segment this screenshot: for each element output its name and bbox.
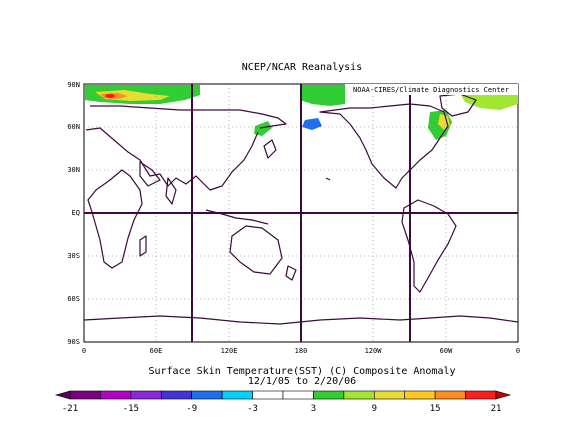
lat-label: 90N xyxy=(67,81,80,89)
colorbar-label: 9 xyxy=(372,404,377,414)
credit-text: NOAA-CIRES/Climate Diagnostics Center xyxy=(353,86,509,94)
colorbar-segment xyxy=(130,390,162,400)
coast-arabia xyxy=(139,161,161,187)
anomaly-patch-siberia-peak xyxy=(105,93,115,99)
coast-eurasia-north xyxy=(90,105,287,129)
colorbar-label: 21 xyxy=(491,404,502,414)
lat-label: 60S xyxy=(67,295,80,303)
colorbar-segment xyxy=(404,390,436,400)
lat-label: 60N xyxy=(67,123,80,131)
lon-label: 60W xyxy=(440,347,453,355)
lon-label: 0 xyxy=(516,347,520,355)
lon-label: 120W xyxy=(365,347,383,355)
coast-madagascar xyxy=(139,235,147,257)
colorbar-labels: -21 -15 -9 -3 3 9 15 21 xyxy=(62,404,502,414)
colorbar-label: -3 xyxy=(247,404,258,414)
colorbar-segment xyxy=(313,390,345,400)
colorbar-segment xyxy=(100,390,132,400)
coast-south-america xyxy=(401,199,457,293)
colorbar-label: -21 xyxy=(62,404,78,414)
coast-india xyxy=(165,177,177,205)
lon-label: 120E xyxy=(221,347,238,355)
lon-label: 0 xyxy=(82,347,86,355)
colorbar-segment xyxy=(69,390,101,400)
colorbar-arrow-low xyxy=(54,390,71,400)
coast-indonesia xyxy=(205,209,269,225)
colorbar-segment xyxy=(434,390,466,400)
lat-label: EQ xyxy=(72,209,80,217)
coastlines xyxy=(83,93,519,325)
lon-label: 60E xyxy=(150,347,163,355)
lat-label: 90S xyxy=(67,338,80,346)
longitude-labels: 0 60E 120E 180 120W 60W 0 xyxy=(82,347,520,355)
colorbar-label: 15 xyxy=(430,404,441,414)
colorbar-segment xyxy=(221,390,253,400)
coast-japan xyxy=(263,139,277,159)
lat-label: 30S xyxy=(67,252,80,260)
colorbar-arrow-high xyxy=(495,390,512,400)
colorbar-segment xyxy=(343,390,375,400)
colorbar-segment xyxy=(160,390,193,400)
colorbar-segment xyxy=(191,390,223,400)
credit-box xyxy=(345,84,518,95)
coast-australia xyxy=(229,225,283,275)
lat-label: 30N xyxy=(67,166,80,174)
colorbar-label: -15 xyxy=(123,404,139,414)
anomaly-patch-canada-east-warm xyxy=(438,114,450,130)
anomaly-patch-arctic-north-america xyxy=(300,85,345,106)
colorbar-segment xyxy=(252,390,284,400)
colorbar-segment xyxy=(465,390,497,400)
coast-north-america xyxy=(319,103,449,189)
colorbar xyxy=(54,390,512,400)
coast-africa xyxy=(87,169,143,269)
coast-eurasia-south xyxy=(85,127,259,191)
lon-label: 180 xyxy=(295,347,308,355)
colorbar-label: -9 xyxy=(186,404,197,414)
caption-line-2: 12/1/05 to 2/20/06 xyxy=(248,376,356,387)
caption-line-1: Surface Skin Temperature(SST) (C) Compos… xyxy=(148,366,455,377)
colorbar-segment xyxy=(373,390,406,400)
coast-new-zealand xyxy=(285,265,297,281)
colorbar-segment xyxy=(282,390,314,400)
coast-antarctica xyxy=(83,315,519,325)
colorbar-label: 3 xyxy=(311,404,316,414)
latitude-labels: 90N 60N 30N EQ 30S 60S 90S xyxy=(67,81,80,346)
figure-title: NCEP/NCAR Reanalysis xyxy=(242,62,362,73)
coast-hawaii xyxy=(325,177,331,181)
